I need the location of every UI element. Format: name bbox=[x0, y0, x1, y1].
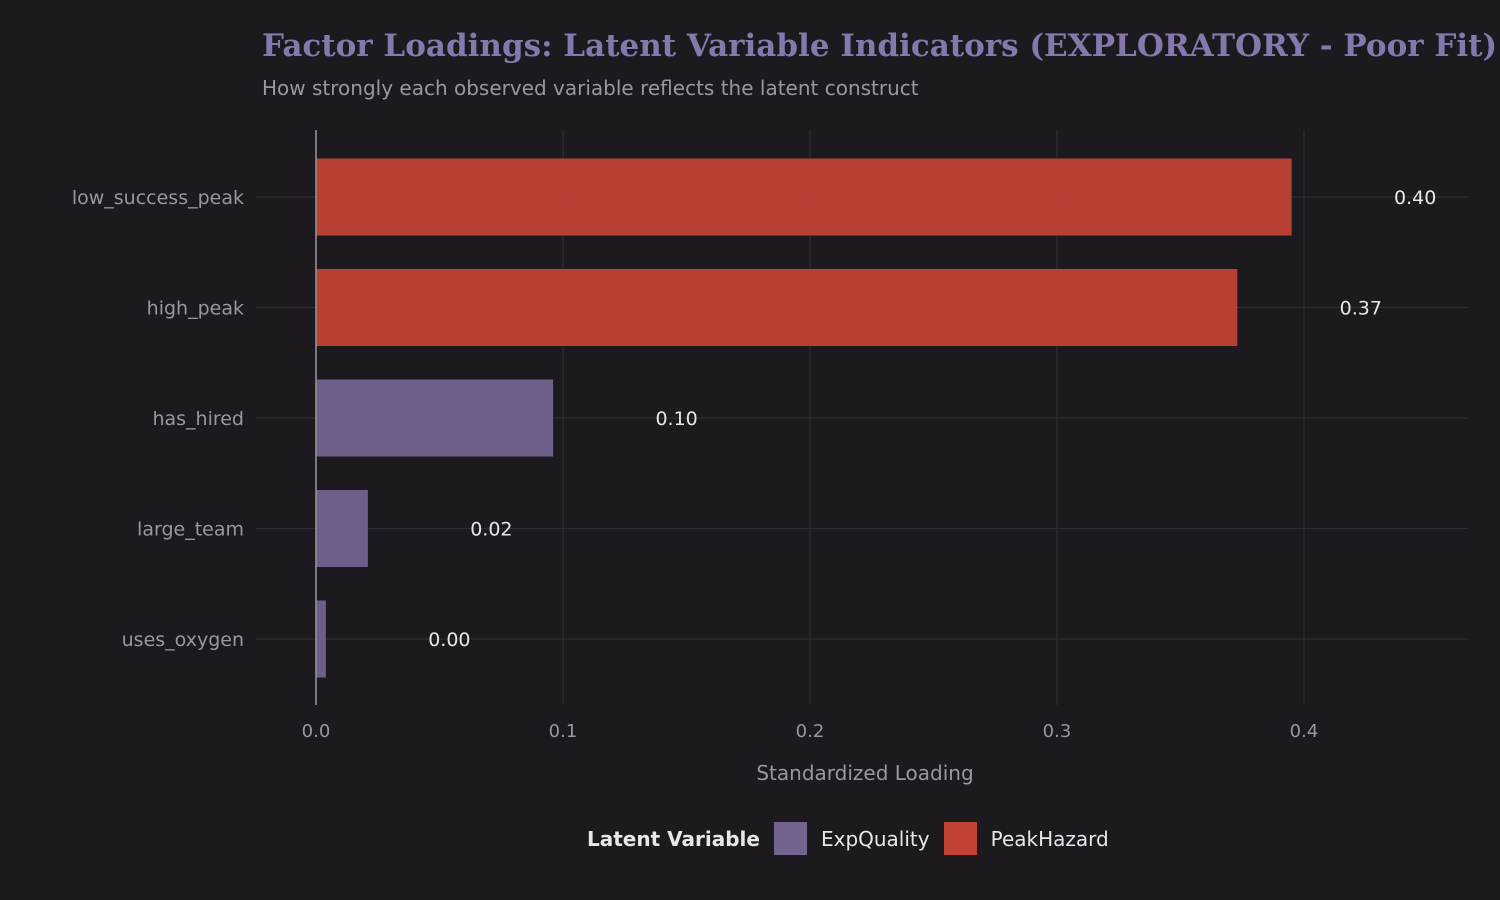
bar-uses_oxygen bbox=[316, 600, 326, 678]
bar-high_peak bbox=[316, 269, 1238, 346]
bar-large_team bbox=[316, 490, 368, 567]
bar-low_success_peak bbox=[316, 158, 1292, 236]
y-tick-label: large_team bbox=[137, 519, 244, 541]
data-label: 0.02 bbox=[470, 519, 512, 541]
y-tick-label: uses_oxygen bbox=[122, 629, 244, 651]
x-tick-label: 0.1 bbox=[549, 721, 578, 742]
data-label: 0.00 bbox=[428, 629, 470, 651]
data-label: 0.37 bbox=[1340, 298, 1382, 320]
x-tick-label: 0.2 bbox=[796, 721, 825, 742]
x-axis-label: Standardized Loading bbox=[756, 761, 973, 785]
bar-has_hired bbox=[316, 379, 554, 457]
legend-label: PeakHazard bbox=[990, 826, 1109, 851]
data-label: 0.10 bbox=[655, 408, 697, 430]
y-tick-label: low_success_peak bbox=[72, 187, 244, 209]
legend-item-expquality: ExpQuality bbox=[773, 822, 930, 855]
legend-label: ExpQuality bbox=[820, 826, 930, 851]
x-tick-label: 0.0 bbox=[302, 721, 331, 742]
legend-item-peakhazard: PeakHazard bbox=[943, 822, 1109, 855]
legend: Latent Variable ExpQuality PeakHazard bbox=[587, 822, 1123, 855]
chart-subtitle: How strongly each observed variable refl… bbox=[262, 76, 919, 100]
x-tick-label: 0.3 bbox=[1043, 721, 1072, 742]
y-tick-label: high_peak bbox=[147, 298, 244, 320]
legend-swatch bbox=[943, 822, 977, 855]
chart-title: Factor Loadings: Latent Variable Indicat… bbox=[262, 28, 1498, 64]
x-tick-label: 0.4 bbox=[1290, 721, 1319, 742]
legend-swatch bbox=[773, 822, 807, 855]
legend-title: Latent Variable bbox=[587, 826, 760, 851]
data-label: 0.40 bbox=[1394, 187, 1436, 209]
y-tick-label: has_hired bbox=[152, 408, 244, 430]
